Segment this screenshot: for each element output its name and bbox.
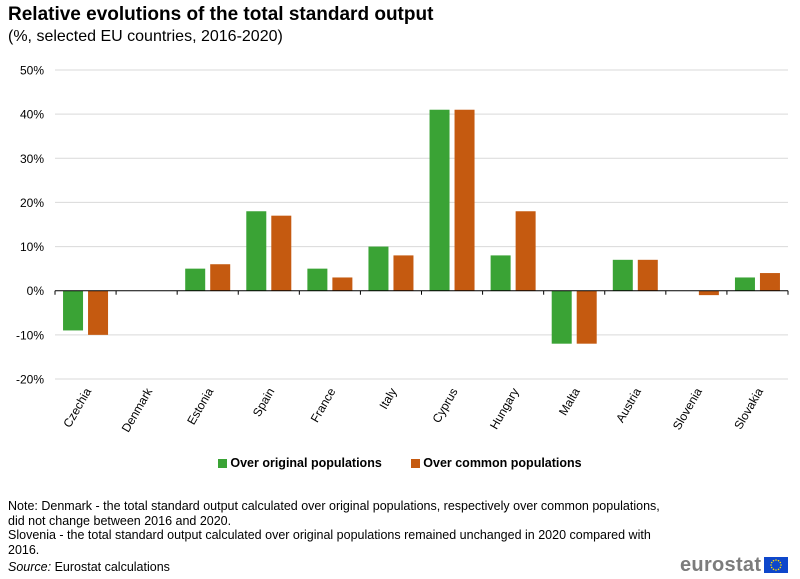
source-text: Eurostat calculations xyxy=(54,560,170,574)
bar-common xyxy=(271,215,292,291)
chart-subtitle: (%, selected EU countries, 2016-2020) xyxy=(8,28,283,45)
flag-star xyxy=(775,559,777,561)
bar-common xyxy=(210,264,231,291)
y-tick-label: 30% xyxy=(20,152,44,166)
note-denmark: Note: Denmark - the total standard outpu… xyxy=(8,499,660,528)
y-tick-label: 10% xyxy=(20,240,44,254)
flag-star xyxy=(770,564,772,566)
x-tick-label: Cyprus xyxy=(430,386,461,426)
legend-swatch-original xyxy=(218,458,228,468)
flag-star xyxy=(779,566,782,569)
x-tick-label: Slovakia xyxy=(731,385,766,432)
bar-common xyxy=(576,290,597,344)
x-tick-label: Estonia xyxy=(184,385,216,427)
flag-field xyxy=(764,557,788,573)
x-tick-label: Malta xyxy=(556,385,583,418)
flag-star xyxy=(770,566,773,569)
x-tick-label: France xyxy=(308,385,339,425)
x-axis-labels: Czechia Denmark Estonia Spain France Italy Cyp… xyxy=(60,385,766,435)
bar-common xyxy=(698,290,719,296)
bar-original xyxy=(368,246,389,291)
bar-common xyxy=(515,211,536,291)
bar-common xyxy=(637,259,658,291)
chart-title: Relative evolutions of the total standar… xyxy=(8,4,434,25)
flag-star xyxy=(775,569,777,571)
y-tick-label: -20% xyxy=(16,373,44,387)
legend-item-original: Over original populations xyxy=(218,456,382,470)
source-line: Source: Eurostat calculations xyxy=(8,560,170,574)
bar-common xyxy=(88,290,109,335)
bar-original xyxy=(612,259,633,291)
x-tick-label: Slovenia xyxy=(670,385,705,432)
flag-star xyxy=(772,559,775,562)
flag-star xyxy=(770,561,773,564)
gridlines xyxy=(55,69,788,380)
bar-common xyxy=(759,273,780,291)
flag-star xyxy=(780,564,782,566)
eu-flag-icon xyxy=(764,557,788,573)
x-tick-label: Hungary xyxy=(487,386,522,432)
y-tick-label: 20% xyxy=(20,196,44,210)
bar-original xyxy=(734,277,755,291)
bar-original xyxy=(63,290,84,331)
bar-original xyxy=(307,268,328,291)
chart-notes: Note: Denmark - the total standard outpu… xyxy=(8,499,668,557)
x-axis xyxy=(54,290,789,295)
flag-star xyxy=(777,568,780,571)
bar-original xyxy=(490,255,511,291)
legend: Over original populations Over common po… xyxy=(0,456,800,471)
x-tick-label: Italy xyxy=(376,386,399,412)
y-tick-label: 40% xyxy=(20,108,44,122)
y-tick-label: 50% xyxy=(20,64,44,78)
flag-star xyxy=(779,561,782,564)
eurostat-logo: eurostat xyxy=(680,554,762,576)
bar-original xyxy=(185,268,206,291)
legend-item-common: Over common populations xyxy=(411,456,582,470)
bar-common xyxy=(454,109,475,291)
bar-original xyxy=(246,211,267,291)
legend-swatch-common xyxy=(411,458,421,468)
note-slovenia: Slovenia - the total standard output cal… xyxy=(8,528,651,557)
flag-star xyxy=(777,559,780,562)
x-tick-label: Austria xyxy=(613,385,644,425)
y-tick-label: -10% xyxy=(16,328,44,342)
legend-label-original: Over original populations xyxy=(230,456,382,470)
legend-label-common: Over common populations xyxy=(423,456,582,470)
bar-common xyxy=(393,255,414,291)
bar-original xyxy=(551,290,572,344)
x-tick-label: Czechia xyxy=(60,385,94,430)
flag-star xyxy=(772,568,775,571)
bars xyxy=(63,109,780,344)
source-label: Source: xyxy=(8,560,52,574)
y-axis-ticks: -20% -10% 0% 10% 20% 30% 40% 50% xyxy=(16,64,44,387)
bar-original xyxy=(429,109,450,291)
x-tick-label: Spain xyxy=(250,386,277,420)
y-tick-label: 0% xyxy=(27,284,45,298)
x-tick-label: Denmark xyxy=(119,385,156,435)
bar-chart: -20% -10% 0% 10% 20% 30% 40% 50% Czechia Denmark… xyxy=(16,64,789,435)
bar-common xyxy=(332,277,353,291)
